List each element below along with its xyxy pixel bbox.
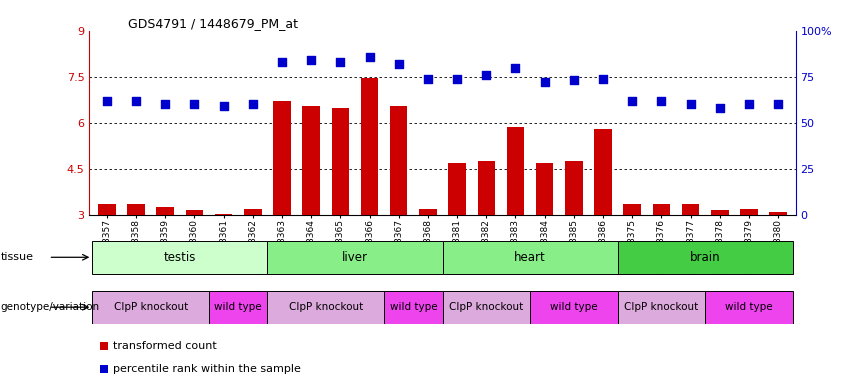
Point [246, 101, 260, 108]
Bar [92, 241, 267, 274]
Point [713, 105, 727, 111]
Text: wild type: wild type [725, 302, 773, 312]
Text: wild type: wild type [550, 302, 597, 312]
Bar [618, 241, 793, 274]
Bar [682, 204, 700, 215]
Point [305, 57, 318, 63]
Text: wild type: wild type [214, 302, 262, 312]
Bar [390, 106, 408, 215]
Point [742, 101, 756, 108]
Bar [157, 207, 174, 215]
Text: ClpP knockout: ClpP knockout [449, 302, 523, 312]
Bar [186, 210, 203, 215]
Text: heart: heart [514, 251, 546, 264]
Text: tissue: tissue [1, 252, 34, 262]
Point [217, 103, 231, 109]
Point [625, 98, 639, 104]
Text: liver: liver [342, 251, 368, 264]
Bar [267, 241, 443, 274]
Text: testis: testis [163, 251, 196, 264]
Bar [624, 204, 641, 215]
Bar [443, 291, 530, 324]
Bar [209, 291, 267, 324]
Bar [332, 108, 349, 215]
Bar [128, 204, 145, 215]
Point [421, 76, 435, 82]
Bar [443, 241, 618, 274]
Bar [705, 291, 793, 324]
Point [654, 98, 668, 104]
Point [450, 76, 464, 82]
Point [334, 59, 347, 65]
Bar [384, 291, 443, 324]
Bar [536, 163, 553, 215]
Bar [594, 129, 612, 215]
Bar [302, 106, 320, 215]
Text: percentile rank within the sample: percentile rank within the sample [113, 364, 301, 374]
Text: brain: brain [690, 251, 721, 264]
Point [363, 53, 376, 60]
Point [129, 98, 143, 104]
Point [479, 72, 493, 78]
Bar [740, 209, 757, 215]
Point [771, 101, 785, 108]
Point [509, 65, 523, 71]
Point [392, 61, 406, 67]
Bar [420, 209, 437, 215]
Bar [477, 161, 495, 215]
Bar [214, 214, 232, 215]
Point [538, 79, 551, 85]
Point [275, 59, 288, 65]
Text: ClpP knockout: ClpP knockout [288, 302, 363, 312]
Bar [653, 204, 671, 215]
Bar [361, 78, 379, 215]
Text: ClpP knockout: ClpP knockout [625, 302, 699, 312]
Point [187, 101, 201, 108]
Bar [448, 163, 465, 215]
Point [597, 76, 610, 82]
Text: genotype/variation: genotype/variation [1, 302, 100, 312]
Text: ClpP knockout: ClpP knockout [113, 302, 188, 312]
Bar [530, 291, 618, 324]
Point [684, 101, 698, 108]
Bar [244, 209, 261, 215]
Bar [267, 291, 384, 324]
Bar [92, 291, 209, 324]
Bar [273, 101, 291, 215]
Point [100, 98, 114, 104]
Text: GDS4791 / 1448679_PM_at: GDS4791 / 1448679_PM_at [128, 17, 298, 30]
Bar [565, 161, 583, 215]
Point [567, 78, 580, 84]
Point [158, 101, 172, 108]
Text: transformed count: transformed count [113, 341, 217, 351]
Bar [506, 127, 524, 215]
Text: wild type: wild type [390, 302, 437, 312]
Bar [711, 210, 728, 215]
Bar [618, 291, 705, 324]
Bar [769, 212, 787, 215]
Bar [98, 204, 116, 215]
